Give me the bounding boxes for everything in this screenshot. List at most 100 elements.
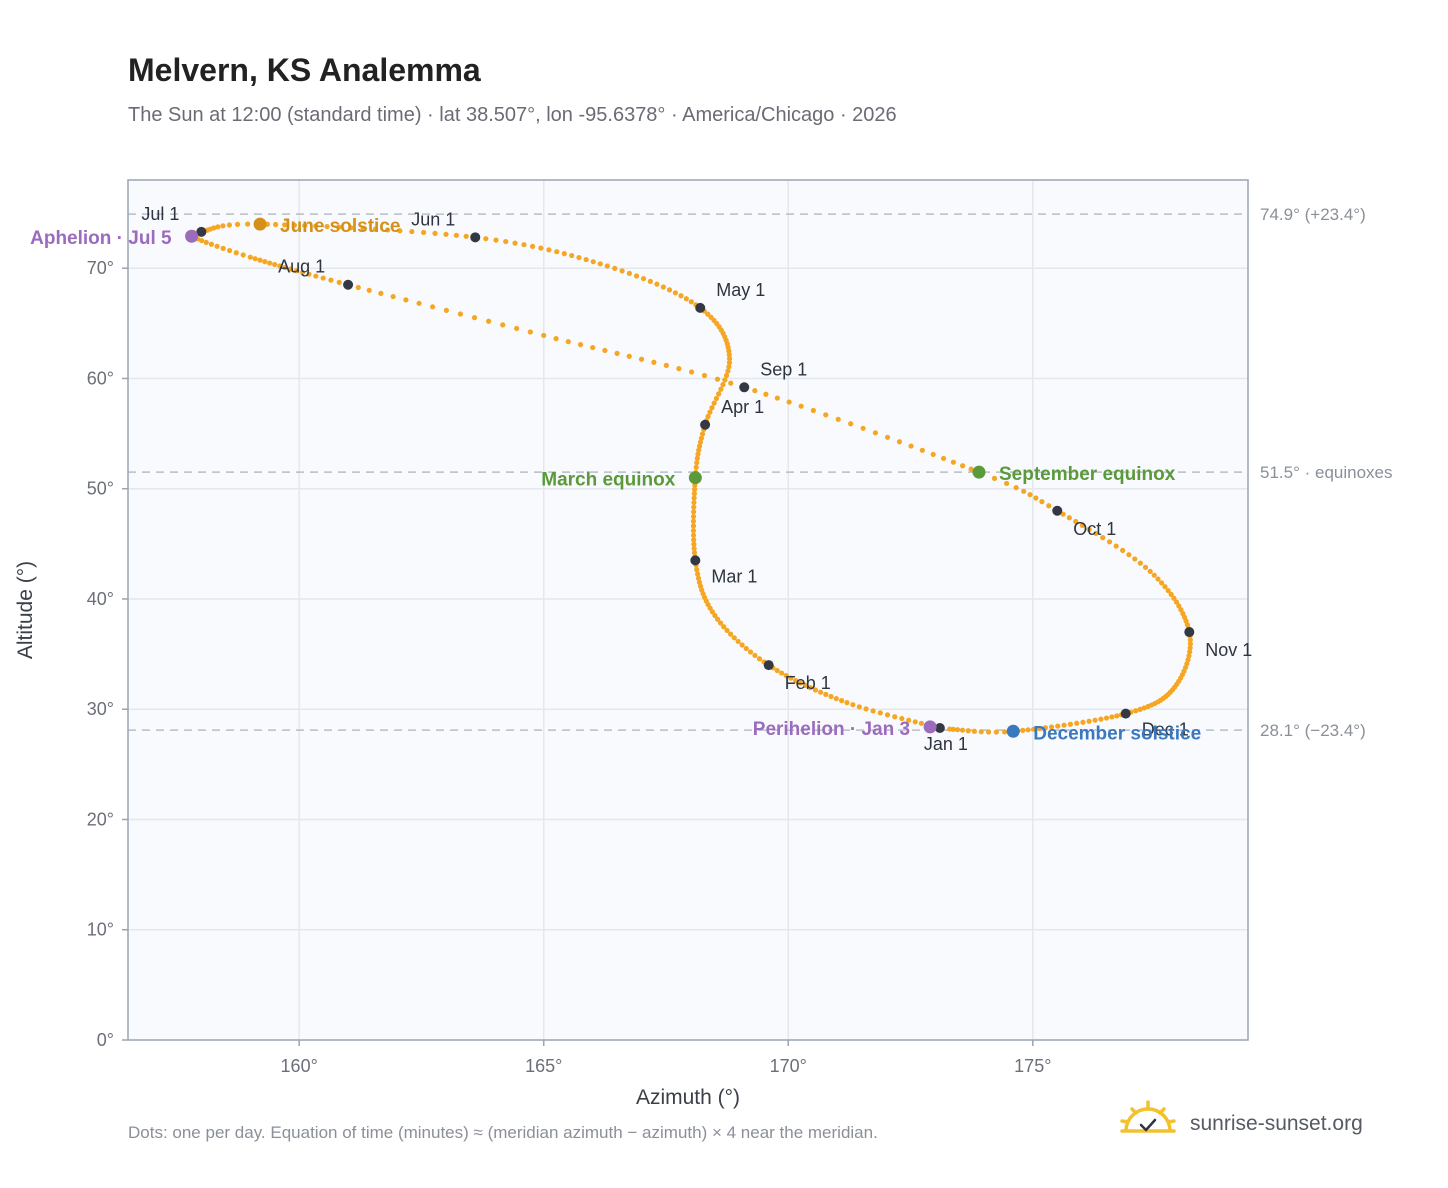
brand-logo[interactable]: sunrise-sunset.org <box>1120 1100 1390 1144</box>
day-dot <box>872 430 879 436</box>
day-dot <box>355 284 361 291</box>
month-label: Jul 1 <box>141 204 179 224</box>
day-dot <box>695 571 701 577</box>
day-dot <box>378 290 384 296</box>
event-label: December solstice <box>1033 723 1201 744</box>
day-dot <box>633 273 640 279</box>
day-dot <box>198 237 205 244</box>
day-dot <box>705 311 711 317</box>
y-axis-label: Altitude (°) <box>14 561 37 659</box>
reference-lines: 74.9° (+23.4°) 51.5° · equinoxes 28.1° (−2… <box>128 205 1393 740</box>
day-dot <box>711 400 717 406</box>
day-dot <box>802 682 808 688</box>
day-dot <box>906 717 912 723</box>
day-dot <box>220 245 226 251</box>
day-dot <box>1151 572 1157 578</box>
day-dot <box>1173 599 1180 605</box>
month-label: Aug 1 <box>278 257 325 277</box>
day-dot <box>626 270 633 276</box>
month-label: Jan 1 <box>924 734 968 754</box>
reference-line-label: 51.5° · equinoxes <box>1260 463 1393 482</box>
day-dot <box>722 377 728 383</box>
y-tick-label: 40° <box>87 589 114 609</box>
day-dot <box>688 369 695 375</box>
day-dot <box>718 386 724 392</box>
day-dot <box>538 245 544 251</box>
day-dot <box>291 222 298 228</box>
event-marker <box>1006 724 1020 738</box>
day-dot <box>788 675 794 681</box>
day-dot <box>638 356 645 362</box>
day-dot <box>960 463 966 469</box>
day-dot <box>1086 718 1092 724</box>
y-tick-label: 20° <box>87 809 114 829</box>
day-dot <box>493 237 499 243</box>
day-dot <box>215 224 221 230</box>
day-dot <box>691 491 697 497</box>
day-dot <box>1066 515 1072 521</box>
day-dot <box>709 405 715 411</box>
day-dot <box>697 583 704 589</box>
x-tick-label: 165° <box>525 1056 562 1076</box>
day-dot <box>457 311 464 317</box>
day-dot <box>896 439 903 445</box>
day-dot <box>690 513 697 520</box>
day-dot <box>514 325 520 332</box>
day-dot <box>385 227 391 233</box>
day-dot <box>604 263 610 269</box>
page-title: Melvern, KS Analemma <box>128 52 481 88</box>
day-dot <box>1171 595 1177 601</box>
day-dot <box>860 425 866 431</box>
day-dot <box>512 240 518 246</box>
day-dot <box>691 495 697 501</box>
day-dot <box>877 710 883 716</box>
day-dot <box>739 642 745 648</box>
day-dot <box>863 706 869 712</box>
day-dot <box>1055 723 1061 729</box>
day-dot <box>1147 568 1153 575</box>
day-dot <box>930 451 936 458</box>
month-label: Feb 1 <box>785 673 831 693</box>
day-dot <box>693 464 699 470</box>
day-dot <box>1133 708 1139 714</box>
day-dot <box>690 528 697 534</box>
day-dot <box>233 250 239 256</box>
y-tick-label: 30° <box>87 699 114 719</box>
day-dot <box>299 269 306 276</box>
day-dot <box>783 673 789 679</box>
event-label: Aphelion · Jul 5 <box>30 228 172 249</box>
day-dot <box>707 409 713 415</box>
month-marker <box>196 226 207 237</box>
day-dot <box>691 509 697 515</box>
day-dot <box>409 228 415 235</box>
month-markers: Jan 1 Feb 1 Mar 1 Apr 1 May 1 Jun 1 Jul 1 Aug 1… <box>141 204 1252 754</box>
month-marker <box>690 555 701 566</box>
day-dot <box>715 616 721 622</box>
day-dot <box>282 222 288 228</box>
day-dot <box>397 228 403 234</box>
day-dot <box>726 364 732 370</box>
x-tick-label: 170° <box>770 1056 807 1076</box>
day-dot <box>1109 714 1115 720</box>
day-dot <box>724 627 730 634</box>
day-dot <box>1106 539 1113 545</box>
day-dot <box>696 579 703 585</box>
day-dot <box>690 523 697 529</box>
day-dot <box>848 421 854 427</box>
day-dot <box>690 532 697 538</box>
day-dot <box>691 541 697 547</box>
day-dot <box>691 486 698 492</box>
day-dot <box>324 223 330 230</box>
day-dot <box>1039 499 1045 505</box>
day-dot <box>919 447 925 453</box>
day-dot <box>884 712 891 718</box>
day-dot <box>569 252 575 259</box>
day-dot <box>705 413 711 420</box>
day-dot <box>912 719 918 725</box>
event-marker <box>688 471 702 485</box>
day-dot <box>728 380 734 386</box>
day-dot <box>647 278 653 284</box>
day-dot <box>453 232 459 238</box>
sun-logo-icon <box>1120 1100 1176 1133</box>
